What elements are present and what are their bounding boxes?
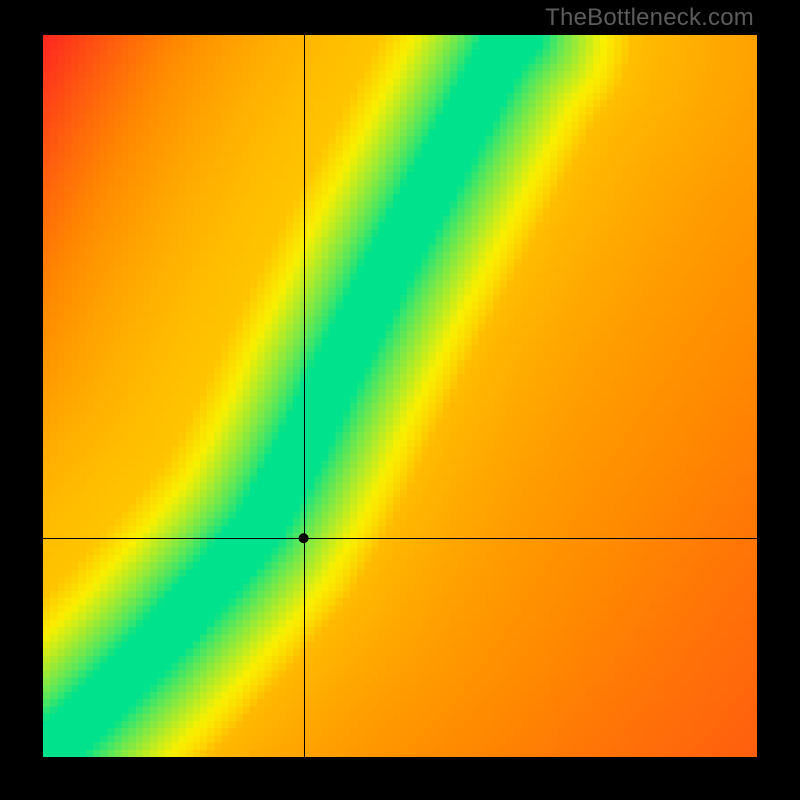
- chart-frame: TheBottleneck.com: [0, 0, 800, 800]
- crosshair-overlay: [43, 35, 757, 757]
- plot-area: [43, 35, 757, 757]
- watermark-text: TheBottleneck.com: [545, 4, 754, 32]
